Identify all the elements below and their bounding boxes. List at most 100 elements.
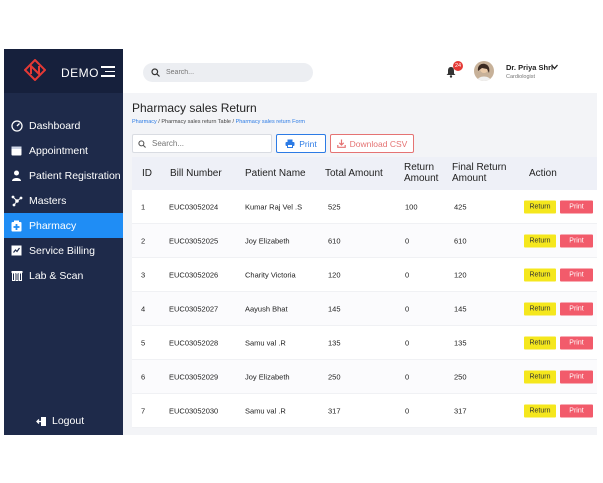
sidebar-item-masters[interactable]: Masters (4, 188, 123, 213)
chevron-down-icon[interactable] (551, 64, 558, 70)
brand-name: DEMO (61, 66, 99, 80)
table-toolbar: Print Download CSV (132, 134, 597, 153)
sidebar-item-label: Appointment (29, 144, 88, 157)
network-icon (10, 194, 23, 207)
sidebar-item-pharmacy[interactable]: Pharmacy (4, 213, 123, 238)
breadcrumb-return-form[interactable]: Pharmacy sales return Form (235, 119, 305, 125)
cell-id: 6 (141, 372, 146, 381)
table-search[interactable] (132, 134, 272, 153)
global-search-input[interactable] (166, 69, 286, 76)
hamburger-menu-icon[interactable] (101, 66, 115, 77)
column-header-bill-number[interactable]: Bill Number (170, 168, 222, 179)
download-csv-button[interactable]: Download CSV (330, 134, 414, 153)
table-row: 4 EUC03052027 Aayush Bhat 145 0 145 Return Prin… (132, 292, 597, 326)
cell-bill-number: EUC03052025 (169, 236, 219, 245)
column-header-action: Action (529, 168, 557, 179)
cell-final-return-amount: 425 (454, 202, 467, 211)
return-button[interactable]: Return (524, 404, 556, 417)
user-role: Cardiologist (506, 74, 536, 80)
sidebar-item-label: Dashboard (29, 119, 81, 132)
cell-return-amount: 0 (405, 236, 410, 245)
cell-id: 5 (141, 338, 146, 347)
cell-total-amount: 317 (328, 406, 341, 415)
cell-bill-number: EUC03052029 (169, 372, 219, 381)
row-print-button[interactable]: Print (560, 370, 593, 383)
search-icon (138, 139, 146, 148)
cell-id: 4 (141, 304, 146, 313)
user-icon (10, 169, 23, 182)
cell-bill-number: EUC03052027 (169, 304, 219, 313)
sidebar-item-patient-registration[interactable]: Patient Registration (4, 163, 123, 188)
sidebar-item-service-billing[interactable]: Service Billing (4, 238, 123, 263)
cell-patient-name: Charity Victoria (245, 270, 296, 279)
row-print-button[interactable]: Print (560, 336, 593, 349)
cell-final-return-amount: 317 (454, 406, 467, 415)
cell-bill-number: EUC03052028 (169, 338, 219, 347)
logout-icon (36, 416, 46, 426)
column-header-id[interactable]: ID (142, 168, 152, 179)
row-print-button[interactable]: Print (560, 234, 593, 247)
row-print-button[interactable]: Print (560, 404, 593, 417)
cell-id: 1 (141, 202, 146, 211)
sidebar-item-label: Lab & Scan (29, 269, 84, 282)
return-button[interactable]: Return (524, 268, 556, 281)
header-line: Amount (452, 173, 487, 184)
page-title: Pharmacy sales Return (132, 101, 257, 115)
row-print-button[interactable]: Print (560, 200, 593, 213)
global-search[interactable] (143, 63, 313, 82)
logout-label: Logout (52, 415, 85, 427)
lab-icon (10, 269, 23, 282)
sidebar-item-dashboard[interactable]: Dashboard (4, 113, 123, 138)
cell-total-amount: 145 (328, 304, 341, 313)
brand-header: DEMO (4, 49, 123, 93)
cell-final-return-amount: 610 (454, 236, 467, 245)
row-print-button[interactable]: Print (560, 302, 593, 315)
breadcrumb: Pharmacy / Pharmacy sales return Table /… (132, 119, 305, 125)
return-button[interactable]: Return (524, 200, 556, 213)
cell-final-return-amount: 135 (454, 338, 467, 347)
breadcrumb-pharmacy[interactable]: Pharmacy (132, 119, 157, 125)
cell-id: 7 (141, 406, 146, 415)
header-line: Return (404, 162, 435, 173)
return-button[interactable]: Return (524, 302, 556, 315)
column-header-return-amount[interactable]: Return Amount (404, 162, 438, 184)
cell-patient-name: Aayush Bhat (245, 304, 288, 313)
print-button[interactable]: Print (276, 134, 326, 153)
cell-patient-name: Joy Elizabeth (245, 372, 290, 381)
breadcrumb-return-table[interactable]: Pharmacy sales return Table (161, 119, 231, 125)
return-button[interactable]: Return (524, 370, 556, 383)
logout-button[interactable]: Logout (36, 415, 84, 427)
column-header-total-amount[interactable]: Total Amount (325, 168, 383, 179)
sidebar-item-label: Patient Registration (29, 169, 121, 182)
sidebar-item-appointment[interactable]: Appointment (4, 138, 123, 163)
sidebar-item-label: Masters (29, 194, 67, 207)
billing-icon (10, 244, 23, 257)
table-search-input[interactable] (152, 139, 262, 148)
cell-return-amount: 0 (405, 338, 410, 347)
avatar[interactable] (474, 61, 494, 81)
cell-final-return-amount: 120 (454, 270, 467, 279)
column-header-final-return-amount[interactable]: Final Return Amount (452, 162, 506, 184)
cell-bill-number: EUC03052030 (169, 406, 219, 415)
topbar: 24 Dr. Priya Shri Cardiologist (123, 49, 597, 93)
cell-return-amount: 0 (405, 270, 410, 279)
user-name[interactable]: Dr. Priya Shri (506, 63, 554, 72)
return-button[interactable]: Return (524, 234, 556, 247)
table-row: 2 EUC03052025 Joy Elizabeth 610 0 610 Return Pr… (132, 224, 597, 258)
table-row: 6 EUC03052029 Joy Elizabeth 250 0 250 Return Pr… (132, 360, 597, 394)
column-header-patient-name[interactable]: Patient Name (245, 168, 306, 179)
print-label: Print (299, 138, 317, 149)
return-button[interactable]: Return (524, 336, 556, 349)
cell-final-return-amount: 145 (454, 304, 467, 313)
dashboard-icon (10, 119, 23, 132)
cell-patient-name: Samu val .R (245, 406, 286, 415)
row-print-button[interactable]: Print (560, 268, 593, 281)
medkit-icon (10, 219, 23, 232)
table-row: 3 EUC03052026 Charity Victoria 120 0 120 Retur… (132, 258, 597, 292)
cell-total-amount: 120 (328, 270, 341, 279)
sidebar-item-lab-scan[interactable]: Lab & Scan (4, 263, 123, 288)
main-content: Pharmacy sales Return Pharmacy / Pharmac… (132, 101, 597, 125)
sidebar-nav: Dashboard Appointment Patient Registrati… (4, 113, 123, 288)
sidebar: DEMO Dashboard Appointment Patient R (4, 49, 123, 435)
brand-logo-icon (24, 59, 46, 81)
